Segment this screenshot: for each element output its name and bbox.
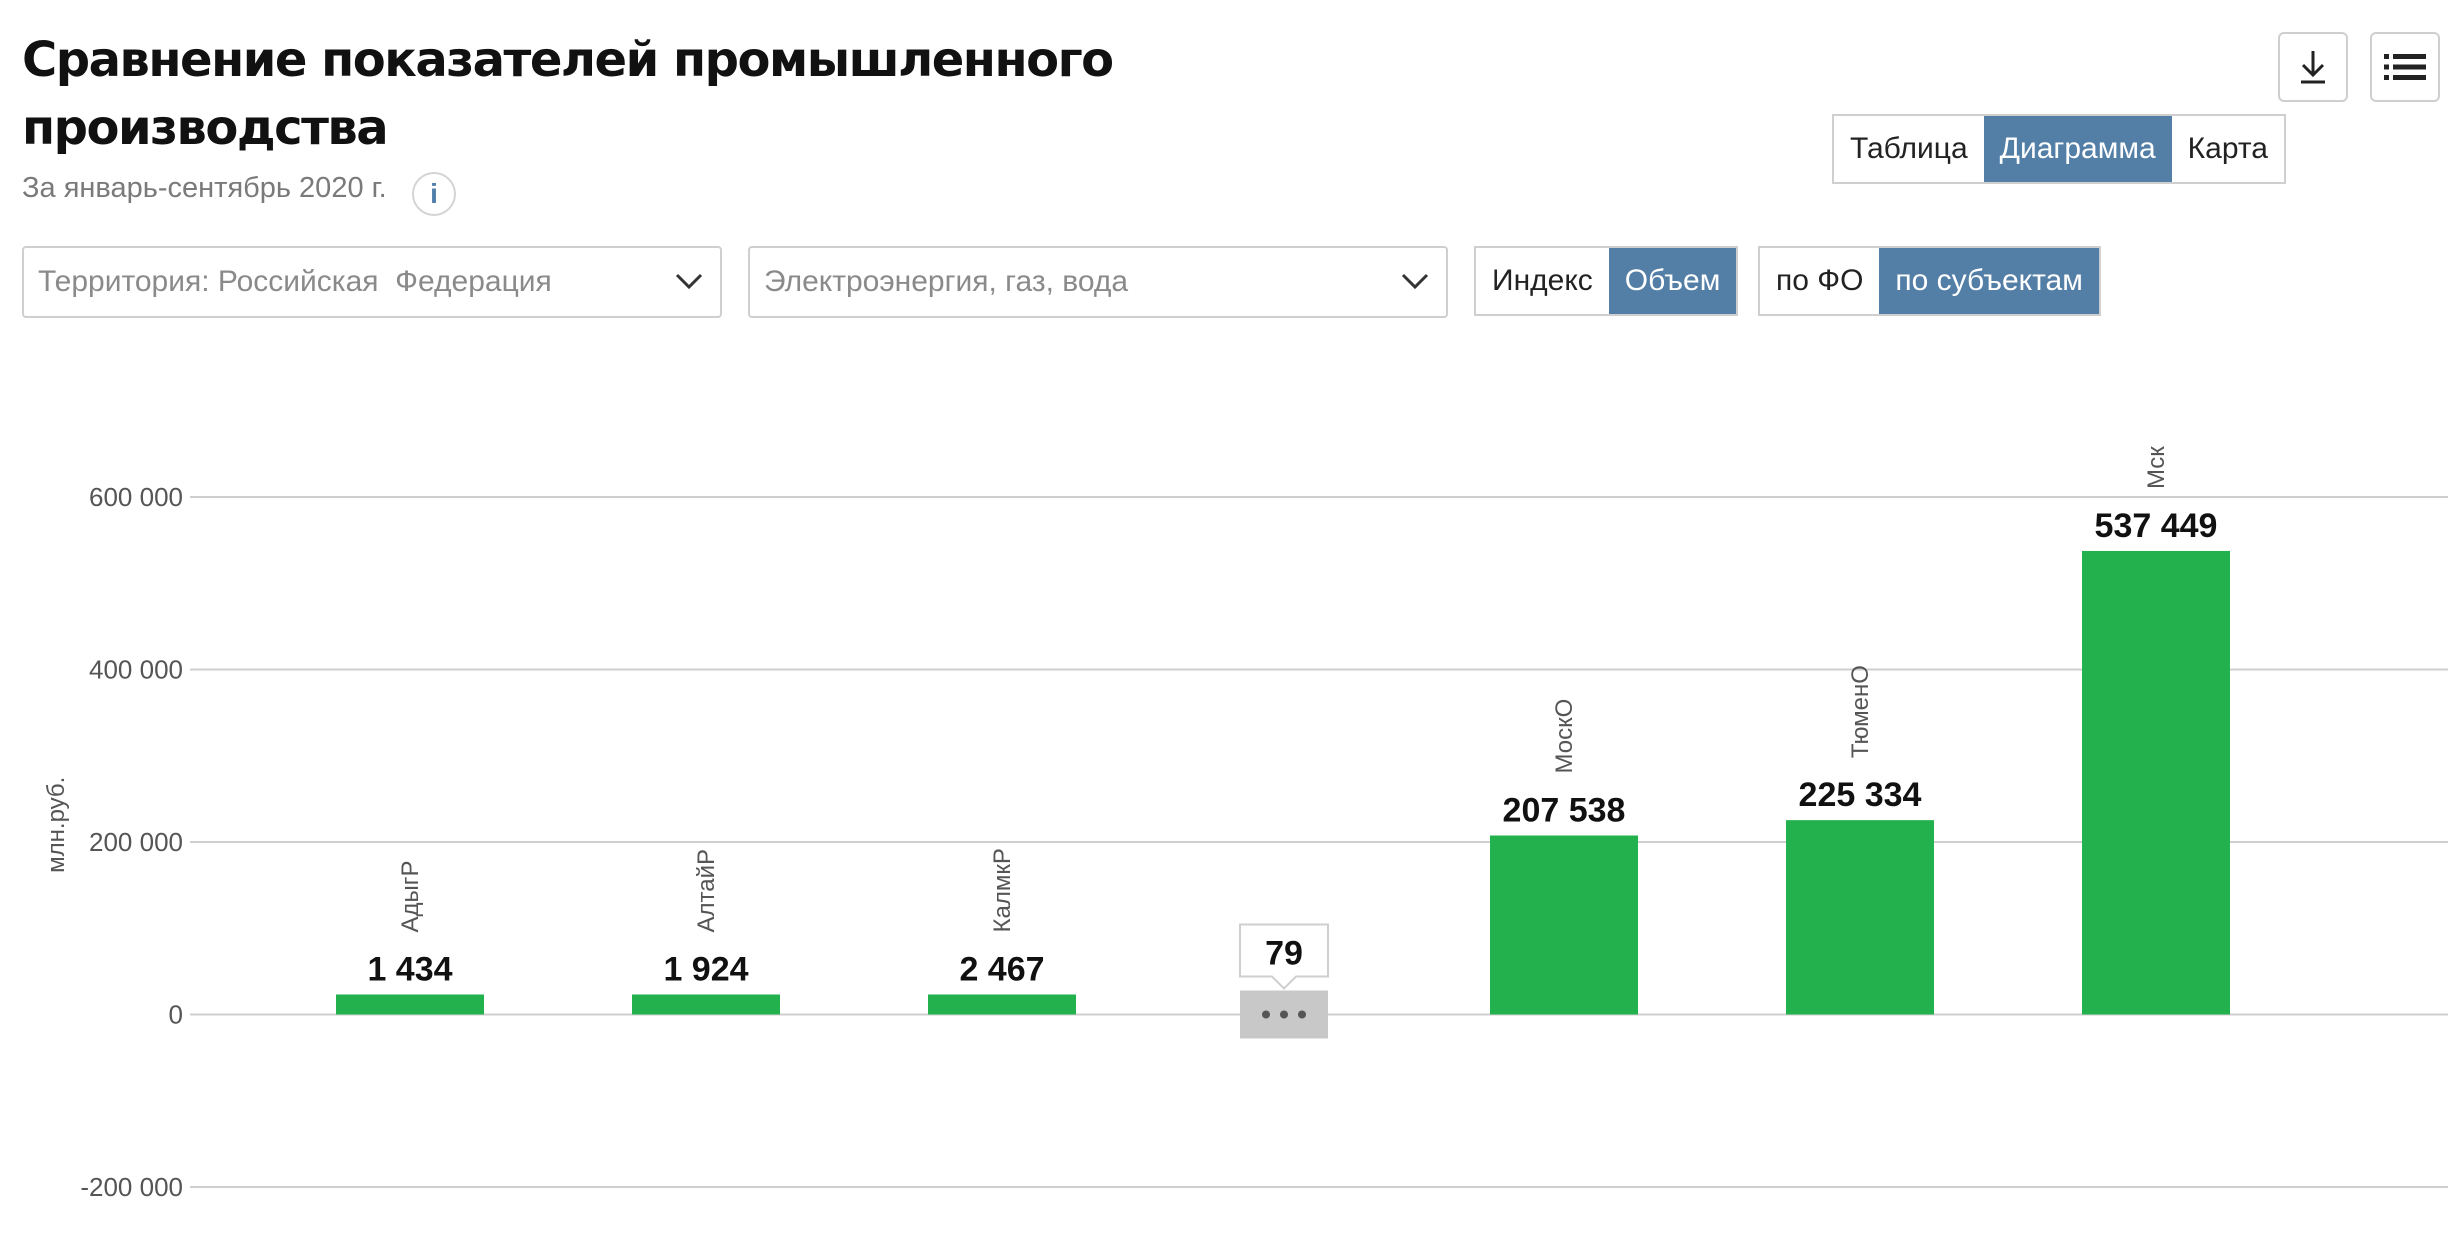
y-tick-label: 200 000 bbox=[89, 827, 183, 857]
ellipsis-dot bbox=[1262, 1010, 1270, 1019]
category-label: Мск bbox=[2143, 446, 2170, 489]
bar[interactable] bbox=[1786, 820, 1934, 1015]
category-label: АлтайР bbox=[693, 849, 720, 933]
menu-button[interactable] bbox=[2370, 32, 2440, 102]
bar-value-label: 207 538 bbox=[1503, 791, 1626, 829]
measure-volume[interactable]: Объем bbox=[1608, 248, 1737, 314]
group-by-district[interactable]: по ФО bbox=[1776, 264, 1864, 297]
bar-value-label: 1 924 bbox=[663, 951, 748, 989]
bar[interactable] bbox=[632, 994, 780, 1015]
tab-map[interactable]: Карта bbox=[2187, 132, 2268, 165]
download-icon bbox=[2301, 51, 2325, 84]
y-tick-label: 400 000 bbox=[89, 655, 183, 685]
page-subtitle: За январь-сентябрь 2020 г. bbox=[22, 172, 387, 204]
category-label: КалмкР bbox=[989, 848, 1016, 932]
ellipsis-dot bbox=[1280, 1010, 1288, 1019]
group-by-subject[interactable]: по субъектам bbox=[1879, 248, 2099, 314]
bar-value-label: 2 467 bbox=[959, 951, 1044, 989]
y-tick-label: -200 000 bbox=[80, 1172, 183, 1202]
page-title: Сравнение показателей промышленного прои… bbox=[22, 32, 1114, 156]
bar-chart: 600 000 400 000 200 000 0 -200 000 млн.руб. 1 … bbox=[43, 446, 2448, 1202]
grouping-switcher: по ФО по субъектам bbox=[1758, 246, 2101, 316]
view-switcher: Таблица Диаграмма Карта bbox=[1832, 114, 2286, 184]
bar-value-label: 225 334 bbox=[1799, 776, 1922, 814]
category-label: ТюменО bbox=[1847, 665, 1874, 758]
bar[interactable] bbox=[336, 994, 484, 1015]
list-icon bbox=[2384, 54, 2426, 80]
chevron-down-icon bbox=[675, 273, 703, 290]
y-tick-label: 600 000 bbox=[89, 482, 183, 512]
collapsed-count-tooltip bbox=[1239, 923, 1329, 990]
tab-chart[interactable]: Диаграмма bbox=[1983, 116, 2172, 182]
ellipsis-dot bbox=[1298, 1010, 1306, 1019]
bar-value-label: 537 449 bbox=[2095, 507, 2218, 545]
category-select-value: Электроэнергия, газ, вода bbox=[764, 265, 1129, 298]
bar[interactable] bbox=[2082, 550, 2230, 1015]
bar[interactable] bbox=[1490, 835, 1638, 1015]
y-tick-label: 0 bbox=[169, 1000, 183, 1030]
category-label: МоскО bbox=[1551, 699, 1578, 774]
download-button[interactable] bbox=[2278, 32, 2348, 102]
bar-value-label: 1 434 bbox=[367, 951, 452, 989]
chevron-down-icon bbox=[1401, 273, 1429, 290]
measure-index[interactable]: Индекс bbox=[1492, 264, 1593, 297]
category-select[interactable]: Электроэнергия, газ, вода bbox=[748, 246, 1448, 318]
territory-select[interactable]: Территория: Российская Федерация bbox=[22, 246, 722, 318]
tab-table[interactable]: Таблица bbox=[1850, 132, 1968, 165]
category-label: АдыгР bbox=[397, 860, 424, 932]
info-button[interactable]: i bbox=[412, 172, 456, 216]
measure-switcher: Индекс Объем bbox=[1474, 246, 1739, 316]
bar[interactable] bbox=[928, 994, 1076, 1015]
y-axis-title: млн.руб. bbox=[43, 777, 70, 873]
territory-select-value: Территория: Российская Федерация bbox=[38, 265, 552, 298]
collapsed-count-label: 79 bbox=[1265, 935, 1303, 973]
